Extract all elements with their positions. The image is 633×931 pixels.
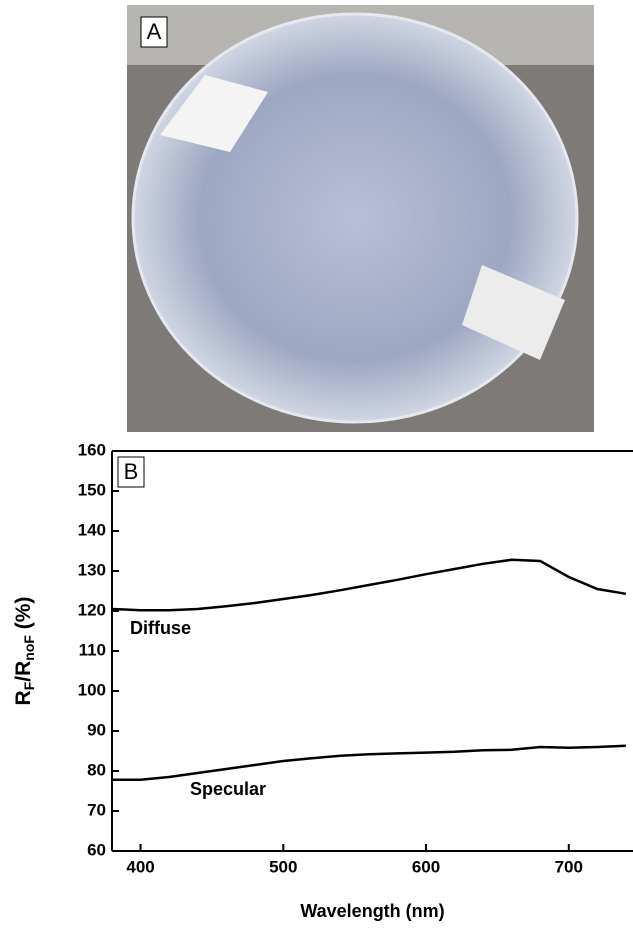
panel-label-box [117, 456, 145, 488]
glare [462, 265, 565, 360]
y-tick-label: 130 [78, 560, 106, 579]
series-label: Specular [190, 779, 266, 799]
panel-label: B [124, 459, 139, 484]
photo: A [127, 5, 594, 432]
y-tick-label: 120 [78, 600, 106, 619]
panel-label: A [147, 19, 162, 44]
x-axis-label: Wavelength (nm) [300, 901, 444, 921]
data-line [111, 558, 627, 612]
panel-label-box [140, 16, 168, 48]
glare [160, 75, 268, 152]
y-axis-label-part: (%) [12, 597, 35, 636]
y-axis-label-part: noF [21, 635, 37, 661]
y-tick-label: 140 [78, 520, 106, 539]
series-label: Diffuse [130, 618, 191, 638]
y-tick-label: 70 [87, 800, 106, 819]
y-axis-label: RF/RnoF (%) [12, 597, 37, 706]
y-axis-label-part: /R [12, 661, 35, 682]
x-tick-label: 600 [412, 857, 440, 876]
y-tick-label: 90 [87, 720, 106, 739]
y-tick-label: 110 [79, 640, 106, 659]
y-tick-label: 150 [78, 480, 106, 499]
y-axis-label-part: F [21, 681, 37, 690]
x-tick-label: 400 [126, 857, 154, 876]
data-line [112, 744, 626, 782]
y-tick-label: 60 [87, 840, 106, 859]
wafer [131, 12, 579, 424]
y-tick-label: 80 [87, 760, 106, 779]
y-tick-label: 160 [78, 440, 106, 459]
x-tick-label: 500 [269, 857, 297, 876]
y-axis-label-part: R [12, 690, 35, 705]
y-tick-label: 100 [78, 680, 106, 699]
x-tick-label: 700 [555, 857, 583, 876]
